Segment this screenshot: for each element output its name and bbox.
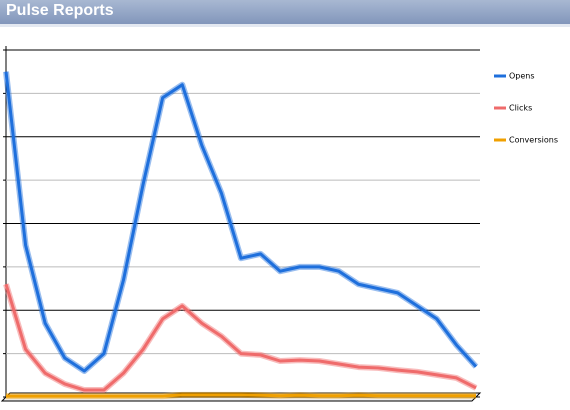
legend-entry: Opens [494, 72, 535, 81]
legend-label: Opens [509, 72, 535, 81]
series-line [4, 283, 477, 392]
legend-entry: Conversions [494, 136, 558, 145]
series-line [6, 393, 476, 398]
series-line [4, 71, 478, 373]
legend-label: Conversions [509, 136, 558, 145]
series-line-shadow [3, 71, 479, 374]
legend-entry: Clicks [494, 104, 532, 113]
header-bar: Pulse Reports [0, 0, 570, 27]
page-title: Pulse Reports [6, 2, 114, 19]
legend-label: Clicks [509, 104, 532, 113]
chart: Opens Clicks Conversions [0, 46, 558, 402]
